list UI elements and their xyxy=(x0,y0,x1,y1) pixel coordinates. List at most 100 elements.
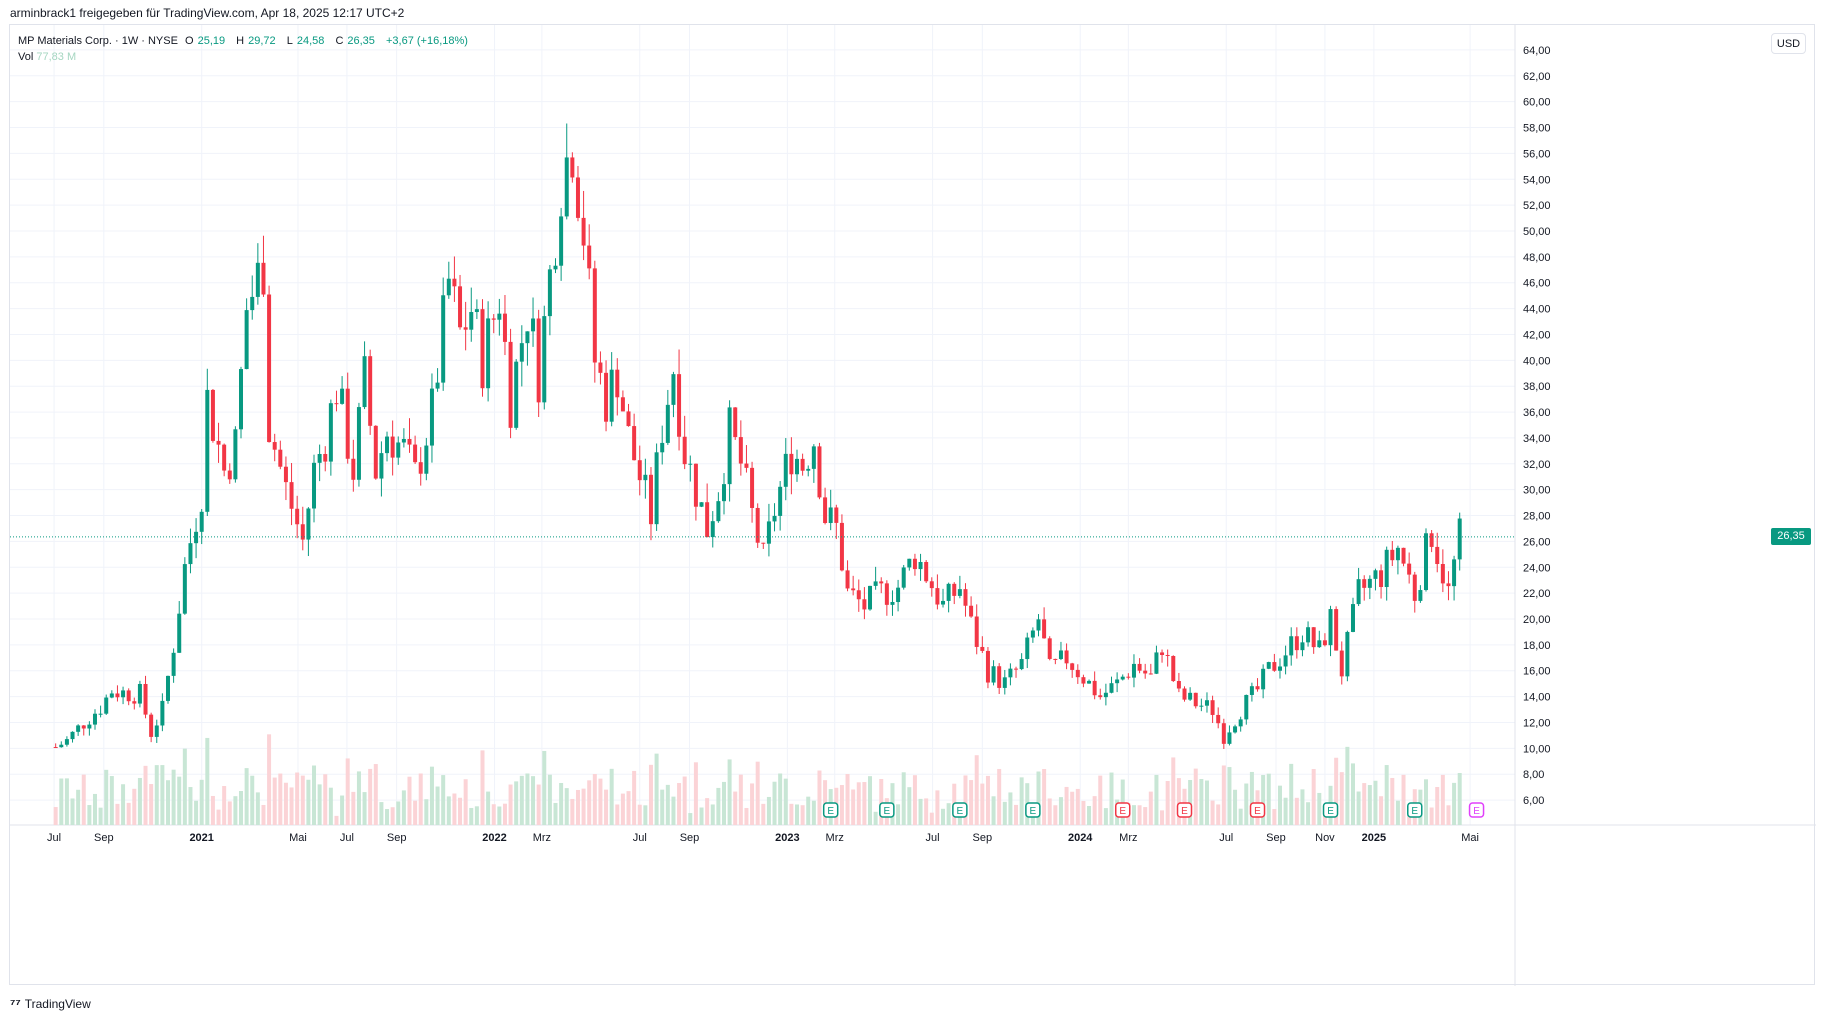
candle-body[interactable] xyxy=(1103,692,1108,698)
candle-body[interactable] xyxy=(1165,654,1170,656)
candle-body[interactable] xyxy=(92,713,97,725)
candle-body[interactable] xyxy=(1311,627,1316,648)
candle-body[interactable] xyxy=(401,438,406,443)
candle-body[interactable] xyxy=(868,585,873,610)
candle-body[interactable] xyxy=(351,458,356,480)
candle-body[interactable] xyxy=(1188,692,1193,700)
candle-body[interactable] xyxy=(458,286,463,328)
candle-body[interactable] xyxy=(671,374,676,405)
candle-body[interactable] xyxy=(1317,640,1322,648)
candle-body[interactable] xyxy=(1014,668,1019,670)
candle-body[interactable] xyxy=(429,388,434,446)
candle-body[interactable] xyxy=(59,744,64,748)
candle-body[interactable] xyxy=(935,588,940,605)
candle-body[interactable] xyxy=(1216,714,1221,724)
candle-body[interactable] xyxy=(1204,700,1209,706)
candle-body[interactable] xyxy=(227,470,232,480)
candle-body[interactable] xyxy=(531,318,536,332)
candle-body[interactable] xyxy=(1227,732,1232,744)
candle-body[interactable] xyxy=(1457,518,1462,560)
candle-body[interactable] xyxy=(856,590,861,600)
candle-body[interactable] xyxy=(957,589,962,596)
candle-body[interactable] xyxy=(912,558,917,570)
candle-body[interactable] xyxy=(800,458,805,471)
candle-body[interactable] xyxy=(761,542,766,544)
candle-body[interactable] xyxy=(508,341,513,428)
candle-body[interactable] xyxy=(396,442,401,458)
symbol-title[interactable]: MP Materials Corp. · 1W · NYSE xyxy=(18,35,178,47)
candle-body[interactable] xyxy=(1087,680,1092,684)
candle-body[interactable] xyxy=(385,436,390,454)
candle-body[interactable] xyxy=(783,453,788,487)
candle-body[interactable] xyxy=(373,425,378,479)
candle-body[interactable] xyxy=(1098,695,1103,698)
candle-body[interactable] xyxy=(1081,677,1086,684)
candle-body[interactable] xyxy=(502,313,507,342)
candle-body[interactable] xyxy=(171,652,176,676)
candle-body[interactable] xyxy=(1367,578,1372,588)
candle-body[interactable] xyxy=(1306,627,1311,643)
candle-body[interactable] xyxy=(1143,670,1148,674)
candle-body[interactable] xyxy=(710,521,715,538)
candle-body[interactable] xyxy=(216,440,221,445)
candle-body[interactable] xyxy=(497,313,502,320)
candle-body[interactable] xyxy=(817,446,822,498)
currency-button[interactable]: USD xyxy=(1771,33,1806,54)
candle-body[interactable] xyxy=(356,407,361,480)
candle-body[interactable] xyxy=(1345,631,1350,677)
candle-body[interactable] xyxy=(390,436,395,458)
candle-body[interactable] xyxy=(474,309,479,313)
candle-body[interactable] xyxy=(778,486,783,516)
candle-body[interactable] xyxy=(733,407,738,438)
candle-body[interactable] xyxy=(1053,658,1058,660)
candle-body[interactable] xyxy=(547,269,552,317)
candle-body[interactable] xyxy=(1199,705,1204,707)
earnings-marker-icon[interactable] xyxy=(1114,802,1131,818)
candle-body[interactable] xyxy=(907,558,912,568)
candle-body[interactable] xyxy=(295,508,300,525)
candle-body[interactable] xyxy=(317,453,322,463)
candle-body[interactable] xyxy=(514,361,519,428)
candle-body[interactable] xyxy=(1249,686,1254,695)
candle-body[interactable] xyxy=(615,369,620,398)
candle-body[interactable] xyxy=(1339,650,1344,677)
candle-body[interactable] xyxy=(441,295,446,383)
candle-body[interactable] xyxy=(845,570,850,589)
candle-body[interactable] xyxy=(1131,663,1136,678)
candle-body[interactable] xyxy=(154,725,159,737)
candle-body[interactable] xyxy=(137,683,142,704)
candle-body[interactable] xyxy=(643,474,648,481)
candle-body[interactable] xyxy=(1160,652,1165,655)
candle-body[interactable] xyxy=(1407,563,1412,575)
candle-body[interactable] xyxy=(952,583,957,596)
candle-body[interactable] xyxy=(222,444,227,471)
candle-body[interactable] xyxy=(143,683,148,715)
candle-body[interactable] xyxy=(81,725,86,729)
candle-body[interactable] xyxy=(334,403,339,405)
candle-body[interactable] xyxy=(104,697,109,714)
candle-body[interactable] xyxy=(794,458,799,475)
candle-body[interactable] xyxy=(418,462,423,474)
candle-body[interactable] xyxy=(677,374,682,437)
candle-body[interactable] xyxy=(1322,640,1327,646)
candle-body[interactable] xyxy=(1115,679,1120,684)
candle-body[interactable] xyxy=(233,429,238,480)
candle-body[interactable] xyxy=(688,463,693,465)
candle-body[interactable] xyxy=(946,583,951,601)
candle-body[interactable] xyxy=(693,463,698,507)
candle-body[interactable] xyxy=(177,613,182,653)
candle-body[interactable] xyxy=(283,466,288,483)
candle-body[interactable] xyxy=(598,362,603,373)
candle-body[interactable] xyxy=(789,453,794,475)
candle-body[interactable] xyxy=(727,407,732,485)
candle-body[interactable] xyxy=(985,650,990,683)
candle-body[interactable] xyxy=(1058,650,1063,660)
candle-body[interactable] xyxy=(884,583,889,605)
candle-body[interactable] xyxy=(323,453,328,462)
candle-body[interactable] xyxy=(1362,579,1367,588)
candle-body[interactable] xyxy=(1210,700,1215,715)
candle-body[interactable] xyxy=(1233,726,1238,733)
candle-body[interactable] xyxy=(491,318,496,320)
candle-body[interactable] xyxy=(823,497,828,524)
candle-body[interactable] xyxy=(98,713,103,715)
